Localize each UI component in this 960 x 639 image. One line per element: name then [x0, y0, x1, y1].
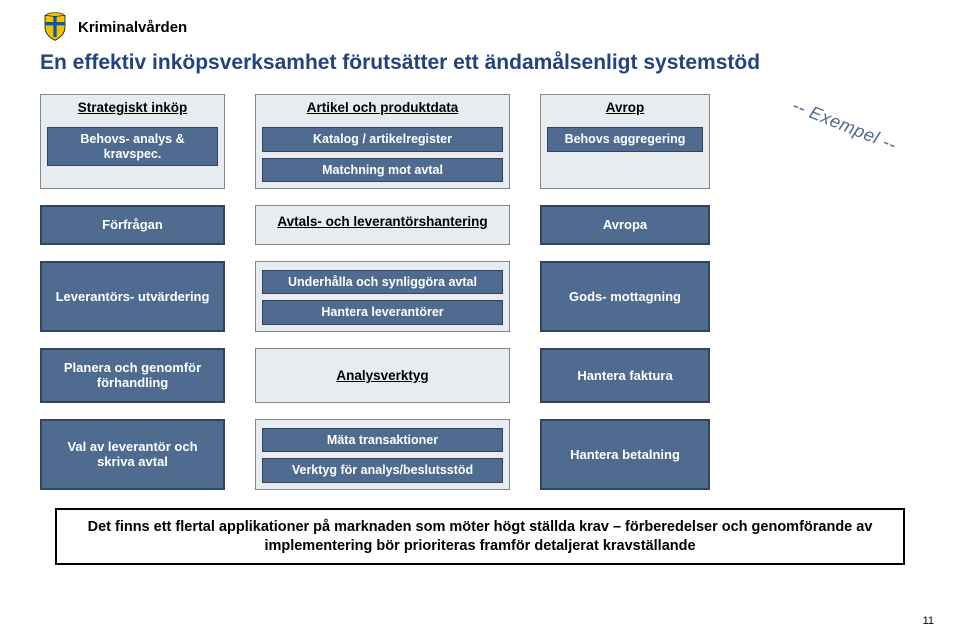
cell-underhalla-avtal: Underhålla och synliggöra avtal Hantera …	[255, 261, 510, 332]
cell-avtals-leverantorshantering: Avtals- och leverantörshantering	[255, 205, 510, 245]
cell-avrop: Avrop Behovs aggregering	[540, 94, 710, 189]
cell-artikel-produktdata: Artikel och produktdata Katalog / artike…	[255, 94, 510, 189]
slide-page: Kriminalvården En effektiv inköpsverksam…	[0, 0, 960, 639]
box-leverantorsutvardering: Leverantörs- utvärdering	[40, 261, 225, 332]
header-bar: Kriminalvården	[40, 12, 920, 42]
head-artikel-produktdata: Artikel och produktdata	[307, 100, 459, 115]
cell-analysverktyg: Analysverktyg	[255, 348, 510, 403]
head-analysverktyg: Analysverktyg	[336, 368, 428, 383]
chip-mata-transaktioner: Mäta transaktioner	[262, 428, 503, 452]
chip-underhalla-avtal: Underhålla och synliggöra avtal	[262, 270, 503, 294]
box-hantera-betalning: Hantera betalning	[540, 419, 710, 490]
chip-verktyg-analys: Verktyg för analys/beslutsstöd	[262, 458, 503, 482]
page-number: 11	[923, 615, 934, 627]
crest-icon	[40, 12, 70, 42]
box-avropa: Avropa	[540, 205, 710, 245]
chip-behovs-aggregering: Behovs aggregering	[547, 127, 703, 151]
chip-matchning: Matchning mot avtal	[262, 158, 503, 182]
box-hantera-faktura: Hantera faktura	[540, 348, 710, 403]
head-avtals-leverantor: Avtals- och leverantörshantering	[277, 214, 487, 229]
box-planera-forhandling: Planera och genomför förhandling	[40, 348, 225, 403]
chip-behovsanalys: Behovs- analys & kravspec.	[47, 127, 218, 166]
org-name: Kriminalvården	[78, 19, 187, 36]
box-val-av-leverantor: Val av leverantör och skriva avtal	[40, 419, 225, 490]
cell-mata-verktyg: Mäta transaktioner Verktyg för analys/be…	[255, 419, 510, 490]
slide-title: En effektiv inköpsverksamhet förutsätter…	[40, 50, 920, 76]
chip-hantera-leverantorer: Hantera leverantörer	[262, 300, 503, 324]
head-avrop: Avrop	[606, 100, 645, 115]
box-forfragan: Förfrågan	[40, 205, 225, 245]
cell-strategiskt-inkop: Strategiskt inköp Behovs- analys & kravs…	[40, 94, 225, 189]
diagram-grid: Strategiskt inköp Behovs- analys & kravs…	[40, 94, 920, 489]
box-godsmottagning: Gods- mottagning	[540, 261, 710, 332]
footnote: Det finns ett flertal applikationer på m…	[55, 508, 905, 566]
footnote-wrap: Det finns ett flertal applikationer på m…	[40, 508, 920, 566]
chip-katalog: Katalog / artikelregister	[262, 127, 503, 151]
head-strategiskt-inkop: Strategiskt inköp	[78, 100, 188, 115]
